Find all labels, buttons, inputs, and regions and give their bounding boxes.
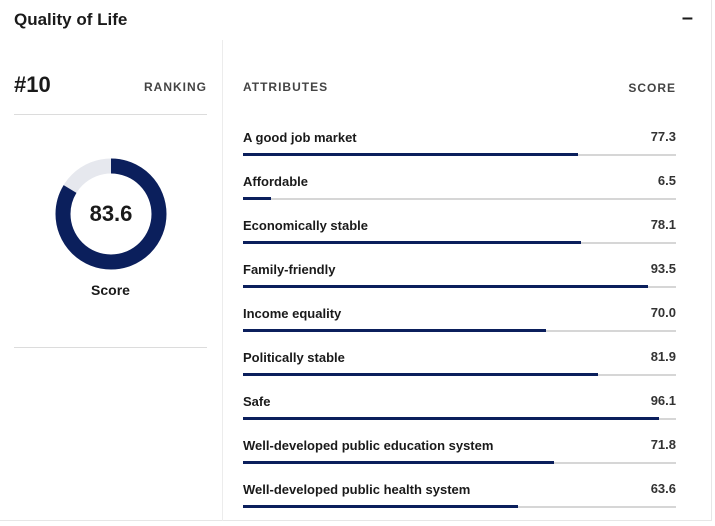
attribute-score: 81.9 — [650, 349, 676, 364]
attribute-label: A good job market — [243, 130, 357, 145]
score-bar-fill — [243, 329, 547, 332]
donut-arc — [55, 158, 167, 270]
section-title: Quality of Life — [14, 10, 128, 29]
attribute-label: Safe — [243, 394, 271, 409]
score-bar-fill — [243, 153, 578, 156]
score-bar-fill — [243, 417, 660, 420]
attribute-label: Economically stable — [243, 218, 368, 233]
divider — [14, 347, 207, 348]
attribute-row: Safe 96.1 — [243, 393, 676, 438]
collapse-icon[interactable]: – — [681, 7, 693, 29]
score-header: SCORE — [628, 81, 676, 95]
attribute-label: Family-friendly — [243, 262, 336, 277]
attribute-row: Well-developed public education system 71… — [243, 437, 676, 482]
score-bar-track — [243, 329, 676, 332]
attribute-label: Politically stable — [243, 350, 345, 365]
score-bar-track — [243, 197, 676, 200]
attribute-row: A good job market 77.3 — [243, 129, 676, 174]
attribute-score: 70.0 — [650, 305, 676, 320]
attribute-row: Politically stable 81.9 — [243, 349, 676, 394]
attribute-label: Income equality — [243, 306, 342, 321]
score-bar-track — [243, 417, 676, 420]
score-bar-track — [243, 461, 676, 464]
attribute-score: 71.8 — [650, 437, 676, 452]
attributes-header: ATTRIBUTES — [243, 80, 329, 94]
score-bar-fill — [243, 285, 648, 288]
score-bar-fill — [243, 373, 598, 376]
score-bar-fill — [243, 197, 272, 200]
attribute-score: 77.3 — [650, 129, 676, 144]
attribute-row: Income equality 70.0 — [243, 305, 676, 350]
vertical-divider — [222, 40, 223, 521]
score-bar-track — [243, 505, 676, 508]
divider — [14, 114, 207, 115]
attribute-label: Affordable — [243, 174, 308, 189]
score-bar-fill — [243, 505, 519, 508]
score-label: Score — [91, 282, 130, 298]
attribute-score: 93.5 — [650, 261, 676, 276]
attribute-score: 6.5 — [657, 173, 676, 188]
score-bar-fill — [243, 461, 554, 464]
attribute-score: 96.1 — [650, 393, 676, 408]
attribute-row: Well-developed public health system 63.6 — [243, 481, 676, 526]
score-bar-track — [243, 241, 676, 244]
score-bar-track — [243, 285, 676, 288]
score-donut-chart — [55, 158, 167, 270]
score-donut: 83.6 — [54, 157, 168, 271]
attribute-label: Well-developed public education system — [243, 438, 494, 453]
rank-number: #10 — [14, 72, 51, 97]
attribute-label: Well-developed public health system — [243, 482, 471, 497]
score-value: 83.6 — [89, 201, 133, 226]
attribute-score: 63.6 — [650, 481, 676, 496]
attribute-row: Economically stable 78.1 — [243, 217, 676, 262]
attribute-row: Family-friendly 93.5 — [243, 261, 676, 306]
attribute-row: Affordable 6.5 — [243, 173, 676, 218]
score-bar-track — [243, 153, 676, 156]
attribute-score: 78.1 — [650, 217, 676, 232]
score-bar-fill — [243, 241, 582, 244]
score-bar-track — [243, 373, 676, 376]
ranking-label: RANKING — [144, 80, 207, 94]
